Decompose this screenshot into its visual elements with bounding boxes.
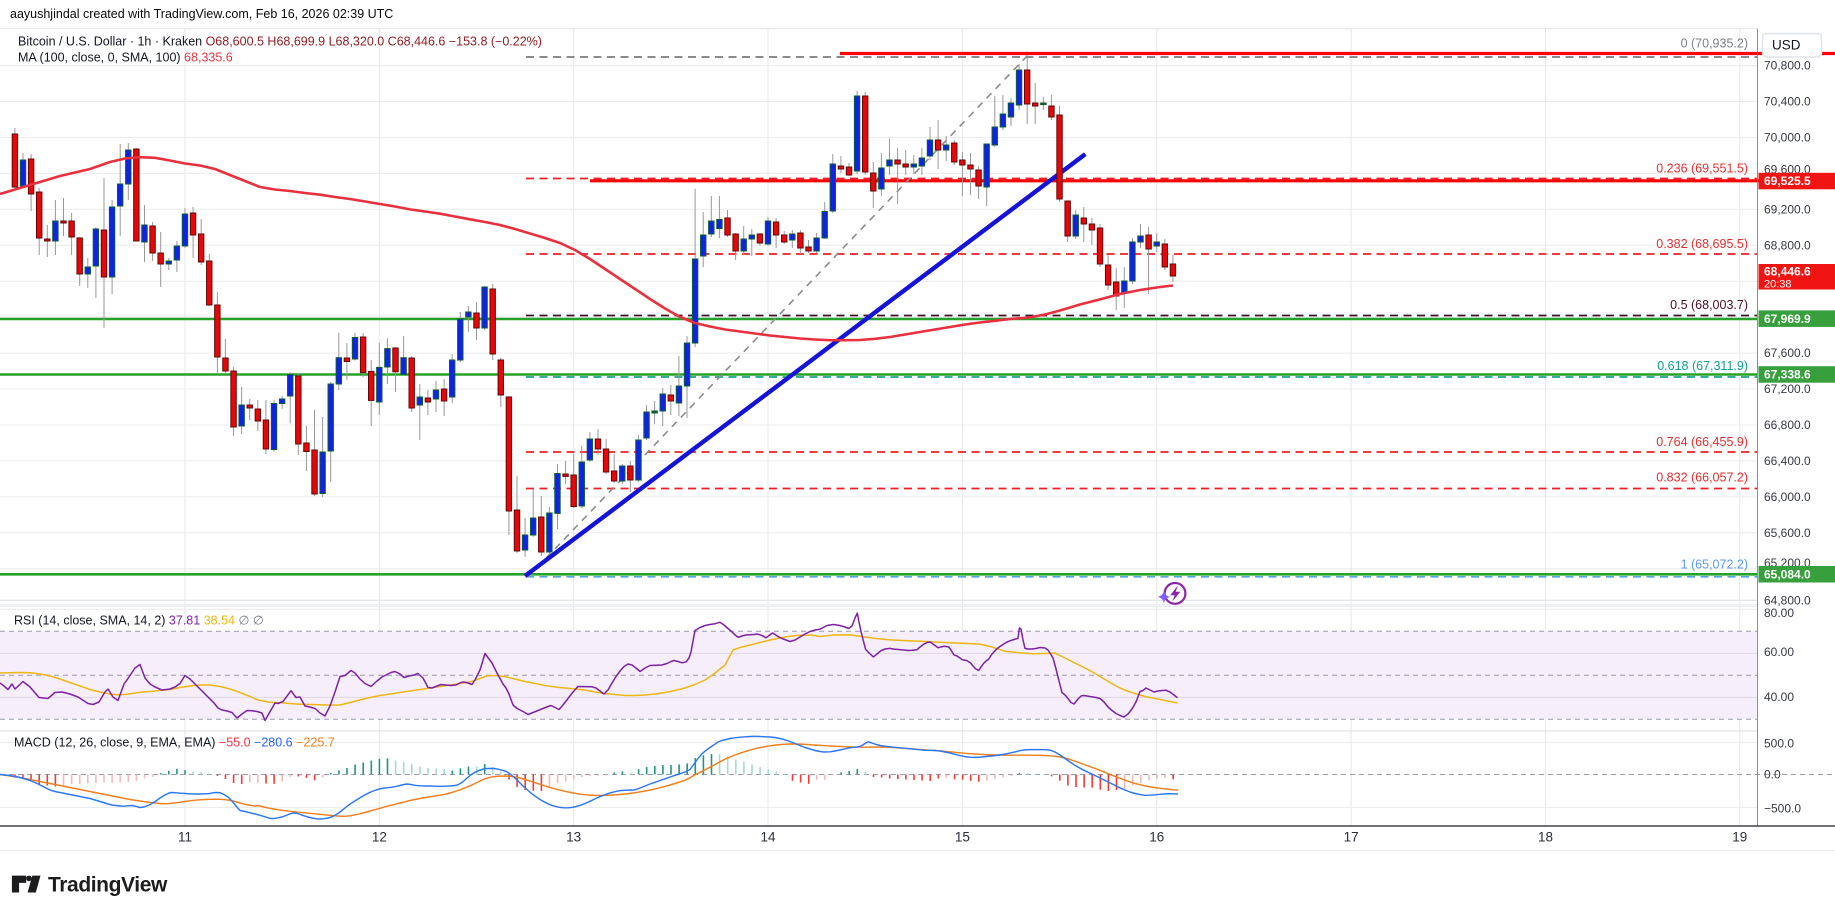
svg-text:67,969.9: 67,969.9 — [1764, 312, 1811, 326]
svg-text:0.832 (66,057.2): 0.832 (66,057.2) — [1656, 471, 1748, 485]
svg-text:0.0: 0.0 — [1764, 768, 1781, 782]
svg-text:19: 19 — [1732, 830, 1747, 845]
svg-text:12: 12 — [372, 830, 387, 845]
svg-text:70,800.0: 70,800.0 — [1764, 59, 1811, 73]
svg-text:0.764 (66,455.9): 0.764 (66,455.9) — [1656, 435, 1748, 449]
svg-text:67,600.0: 67,600.0 — [1764, 346, 1811, 360]
svg-text:TradingView: TradingView — [48, 874, 168, 897]
svg-text:USD: USD — [1772, 38, 1801, 53]
svg-text:MACD (12, 26, close, 9, EMA, E: MACD (12, 26, close, 9, EMA, EMA) −55.0 … — [14, 736, 335, 750]
svg-text:67,338.6: 67,338.6 — [1764, 368, 1811, 382]
svg-text:66,000.0: 66,000.0 — [1764, 490, 1811, 504]
svg-text:16: 16 — [1149, 830, 1164, 845]
svg-text:0.236 (69,551.5): 0.236 (69,551.5) — [1656, 162, 1748, 176]
svg-text:65,084.0: 65,084.0 — [1764, 568, 1811, 582]
svg-text:66,400.0: 66,400.0 — [1764, 454, 1811, 468]
svg-text:0.382 (68,695.5): 0.382 (68,695.5) — [1656, 237, 1748, 251]
svg-text:aayushjindal created with Trad: aayushjindal created with TradingView.co… — [10, 7, 393, 21]
svg-text:70,000.0: 70,000.0 — [1764, 131, 1811, 145]
svg-text:67,200.0: 67,200.0 — [1764, 382, 1811, 396]
svg-text:0 (70,935.2): 0 (70,935.2) — [1681, 37, 1748, 51]
svg-text:Bitcoin / U.S. Dollar · 1h · K: Bitcoin / U.S. Dollar · 1h · Kraken O68,… — [18, 35, 542, 49]
svg-text:MA (100, close, 0, SMA, 100) 6: MA (100, close, 0, SMA, 100) 68,335.6 — [18, 51, 233, 65]
svg-text:0.618 (67,311.9): 0.618 (67,311.9) — [1657, 359, 1748, 373]
svg-text:80.00: 80.00 — [1764, 606, 1794, 620]
svg-text:11: 11 — [178, 830, 192, 845]
svg-text:1 (65,072.2): 1 (65,072.2) — [1681, 558, 1748, 572]
svg-text:69,525.5: 69,525.5 — [1764, 174, 1811, 188]
svg-text:14: 14 — [760, 830, 776, 845]
svg-text:0.5 (68,003.7): 0.5 (68,003.7) — [1670, 298, 1748, 312]
svg-text:17: 17 — [1344, 830, 1359, 845]
svg-text:500.0: 500.0 — [1764, 737, 1794, 751]
svg-text:65,600.0: 65,600.0 — [1764, 526, 1811, 540]
svg-text:18: 18 — [1538, 830, 1553, 845]
svg-text:RSI (14, close, SMA, 14, 2) 37: RSI (14, close, SMA, 14, 2) 37.81 38.54 … — [14, 614, 264, 628]
svg-text:13: 13 — [566, 830, 581, 845]
svg-text:60.00: 60.00 — [1764, 645, 1794, 659]
svg-text:68,446.6: 68,446.6 — [1764, 265, 1811, 279]
svg-text:−500.0: −500.0 — [1764, 802, 1801, 816]
svg-text:69,200.0: 69,200.0 — [1764, 202, 1811, 216]
svg-text:15: 15 — [955, 830, 970, 845]
svg-text:66,800.0: 66,800.0 — [1764, 418, 1811, 432]
svg-text:20:38: 20:38 — [1764, 279, 1792, 291]
svg-text:40.00: 40.00 — [1764, 690, 1794, 704]
svg-text:68,800.0: 68,800.0 — [1764, 238, 1811, 252]
svg-text:70,400.0: 70,400.0 — [1764, 95, 1811, 109]
